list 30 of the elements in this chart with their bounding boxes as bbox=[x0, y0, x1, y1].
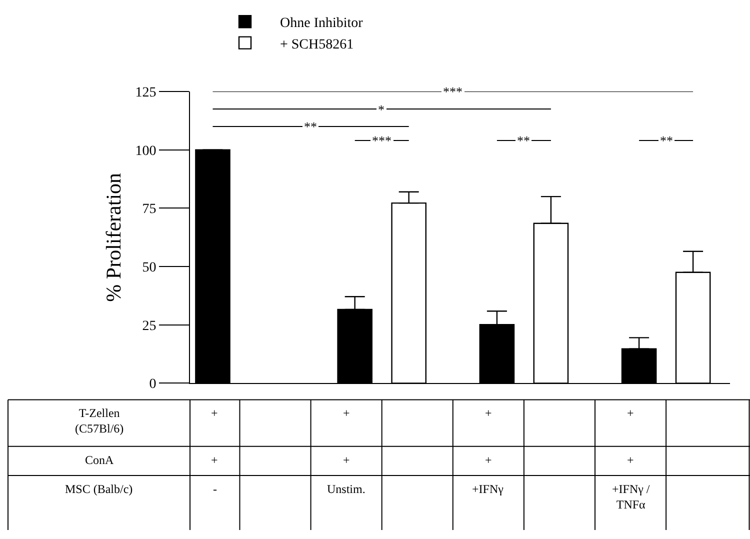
y-axis-title: % Proliferation bbox=[101, 172, 126, 302]
text: + bbox=[485, 406, 492, 420]
annotation: ** bbox=[517, 133, 530, 148]
text: + bbox=[485, 453, 492, 467]
text: T-Zellen (C57Bl/6) bbox=[75, 406, 124, 436]
y-tick-label: 50 bbox=[142, 260, 156, 276]
y-tick-label: 25 bbox=[142, 318, 156, 334]
text: ConA bbox=[85, 453, 114, 467]
text: + bbox=[211, 453, 218, 467]
y-tick-label: 100 bbox=[135, 144, 156, 159]
text: +IFNγ bbox=[472, 482, 504, 496]
y-tick-label: 0 bbox=[149, 377, 156, 392]
y-tick-label: 125 bbox=[135, 85, 156, 100]
text: + bbox=[343, 453, 350, 467]
text: MSC (Balb/c) bbox=[65, 482, 133, 496]
text: +IFNγ / TNFα bbox=[612, 482, 650, 512]
annotation: *** bbox=[443, 84, 462, 99]
text: - bbox=[213, 482, 217, 496]
legend-label: + SCH58261 bbox=[280, 37, 354, 52]
annotation: *** bbox=[372, 133, 392, 148]
annotation: * bbox=[378, 102, 384, 117]
text: + bbox=[211, 406, 218, 420]
annotation: ** bbox=[660, 133, 673, 148]
text: + bbox=[627, 406, 634, 420]
text: Unstim. bbox=[327, 482, 366, 496]
legend-label: Ohne Inhibitor bbox=[280, 16, 364, 32]
text: + bbox=[627, 453, 634, 467]
y-tick-label: 75 bbox=[142, 202, 156, 218]
text: + bbox=[343, 406, 350, 420]
annotation: ** bbox=[304, 119, 317, 134]
